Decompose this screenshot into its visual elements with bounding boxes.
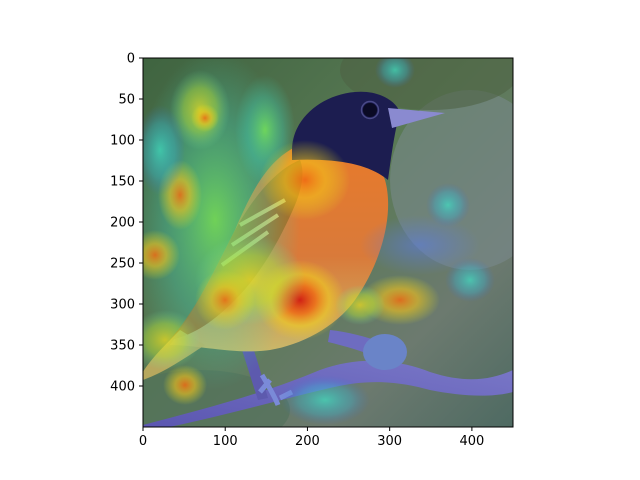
branch bbox=[143, 360, 513, 427]
heatmap-blob bbox=[335, 285, 385, 325]
branch-knot bbox=[363, 334, 407, 370]
heatmap-blob bbox=[143, 310, 200, 370]
bird-eye bbox=[363, 103, 377, 117]
y-tick-label: 250 bbox=[110, 257, 135, 272]
y-tick-label: 50 bbox=[118, 93, 135, 108]
heatmap-overlay bbox=[143, 58, 495, 425]
axes-frame bbox=[142, 57, 514, 428]
heatmap-blob bbox=[360, 215, 480, 275]
x-axis: 0 100 200 300 400 bbox=[139, 427, 484, 449]
bird-beak bbox=[388, 108, 445, 128]
heatmap-blob bbox=[143, 230, 180, 280]
x-tick-label: 200 bbox=[295, 434, 320, 449]
heatmap-blob bbox=[260, 140, 350, 220]
y-tick-label: 150 bbox=[110, 175, 135, 190]
y-axis: 0 50 100 150 200 250 300 350 400 bbox=[110, 52, 143, 395]
x-tick-label: 100 bbox=[213, 434, 238, 449]
y-tick-label: 300 bbox=[110, 298, 135, 313]
y-tick-label: 100 bbox=[110, 134, 135, 149]
bird-eye-ring bbox=[360, 100, 380, 120]
heatmap-blob bbox=[195, 270, 255, 330]
x-tick-label: 300 bbox=[377, 434, 402, 449]
y-tick-label: 350 bbox=[110, 339, 135, 354]
heatmap-blob bbox=[163, 365, 207, 405]
x-tick-label: 400 bbox=[459, 434, 484, 449]
heatmap-blob bbox=[375, 58, 415, 88]
heatmap-blob bbox=[445, 258, 495, 302]
heatmap-blob bbox=[191, 104, 219, 132]
heatmap-blob bbox=[280, 375, 370, 425]
heatmap-blob bbox=[143, 105, 185, 195]
photo-with-heatmap bbox=[143, 58, 513, 427]
heatmap-blob bbox=[426, 183, 470, 227]
y-tick-label: 400 bbox=[110, 380, 135, 395]
y-tick-label: 0 bbox=[127, 52, 135, 67]
x-tick-label: 0 bbox=[139, 434, 147, 449]
y-tick-label: 200 bbox=[110, 216, 135, 231]
